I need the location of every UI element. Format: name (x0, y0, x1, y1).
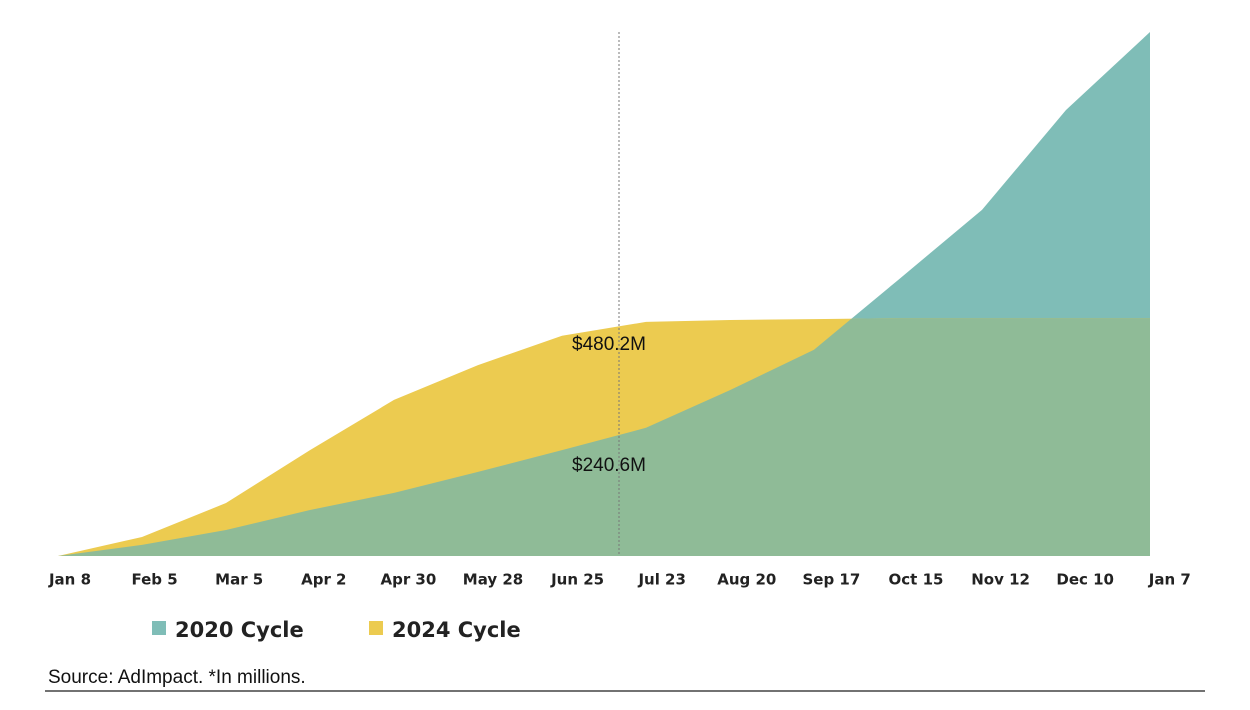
x-tick-label: Mar 5 (215, 571, 263, 589)
source-note: Source: AdImpact. *In millions. (48, 667, 306, 688)
x-tick-label: Oct 15 (889, 571, 944, 589)
overlap-area (58, 318, 1150, 556)
legend-swatch (152, 621, 166, 635)
x-tick-label: Apr 30 (380, 571, 436, 589)
x-tick-label: Aug 20 (717, 571, 776, 589)
annotation: $480.2M (572, 334, 646, 355)
legend-label: 2024 Cycle (392, 618, 521, 642)
x-tick-label: Jan 7 (1148, 571, 1191, 589)
x-tick-label: Sep 17 (802, 571, 860, 589)
x-tick-label: May 28 (463, 571, 523, 589)
x-tick-label: Dec 10 (1056, 571, 1114, 589)
x-tick-label: Jun 25 (550, 571, 604, 589)
x-tick-label: Apr 2 (301, 571, 346, 589)
legend-swatch (369, 621, 383, 635)
x-tick-label: Jul 23 (637, 571, 686, 589)
x-tick-label: Jan 8 (48, 571, 91, 589)
legend-label: 2020 Cycle (175, 618, 304, 642)
x-tick-label: Feb 5 (131, 571, 177, 589)
x-tick-label: Nov 12 (971, 571, 1030, 589)
annotation: $240.6M (572, 455, 646, 476)
plot-area (58, 32, 1150, 556)
